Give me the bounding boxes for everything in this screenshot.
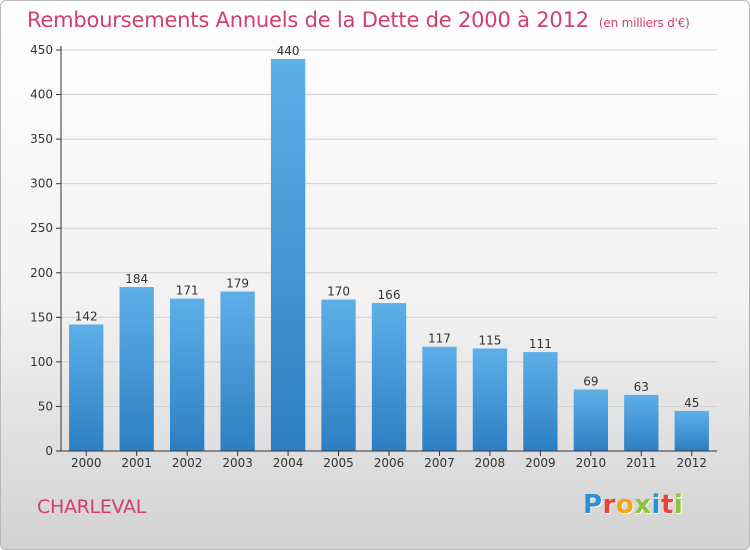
bar — [321, 299, 356, 451]
bar-value-label: 179 — [226, 276, 249, 290]
bar — [371, 303, 407, 451]
bar — [270, 58, 306, 452]
bar — [624, 394, 659, 451]
bars: 142 184 171 179 440 170 166 117 115 111 69 63 45 — [69, 44, 709, 452]
x-tick-label: 2001 — [121, 456, 152, 470]
x-tick-label: 2010 — [576, 456, 607, 470]
logo-letter: o — [615, 490, 635, 520]
logo-letter: i — [673, 490, 684, 520]
y-tick-label: 200 — [30, 266, 53, 280]
commune-name: CHARLEVAL — [37, 496, 147, 518]
bar — [169, 298, 205, 451]
axes: 0 50 100 150 200 250 300 350 400 450 2000 2001 2002 2… — [30, 43, 717, 470]
x-tick-label: 2009 — [525, 456, 556, 470]
bar — [220, 291, 255, 451]
bar-value-label: 170 — [327, 285, 350, 299]
y-tick-label: 50 — [38, 399, 53, 413]
y-tick-label: 300 — [30, 177, 53, 191]
bar-value-label: 171 — [176, 284, 199, 298]
y-tick-label: 350 — [30, 132, 53, 146]
x-tick-label: 2006 — [374, 456, 405, 470]
y-tick-label: 250 — [30, 221, 53, 235]
bar-value-label: 142 — [75, 309, 98, 323]
proxiti-logo[interactable]: Proxiti — [583, 490, 683, 520]
bar — [523, 352, 558, 451]
x-tick-label: 2004 — [273, 456, 304, 470]
bar-value-label: 440 — [277, 44, 300, 58]
x-tick-label: 2007 — [424, 456, 455, 470]
bar — [674, 410, 709, 451]
y-tick-label: 450 — [30, 43, 53, 57]
logo-letter: P — [583, 490, 603, 520]
x-tick-label: 2011 — [626, 456, 657, 470]
chart-title: Remboursements Annuels de la Dette de 20… — [27, 8, 690, 32]
bar — [69, 324, 104, 451]
bar-value-label: 166 — [378, 288, 401, 302]
bar — [119, 287, 154, 451]
x-tick-label: 2005 — [323, 456, 354, 470]
bar-value-label: 184 — [125, 272, 148, 286]
chart-title-text: Remboursements Annuels de la Dette de 20… — [27, 8, 589, 32]
y-tick-label: 150 — [30, 310, 53, 324]
bar-value-label: 69 — [583, 375, 598, 389]
logo-letter: r — [602, 490, 616, 520]
y-tick-label: 100 — [30, 355, 53, 369]
bar-value-label: 63 — [634, 380, 649, 394]
bar — [573, 389, 609, 451]
x-tick-label: 2000 — [71, 456, 102, 470]
x-tick-label: 2002 — [172, 456, 203, 470]
bar-value-label: 45 — [684, 396, 699, 410]
bar-value-label: 117 — [428, 332, 451, 346]
chart-subtitle: (en milliers d'€) — [598, 16, 690, 30]
y-tick-label: 0 — [45, 444, 53, 458]
logo-letter: t — [660, 490, 674, 520]
logo-letter: i — [651, 490, 661, 520]
x-tick-label: 2012 — [676, 456, 707, 470]
bar — [472, 348, 508, 451]
bar-value-label: 115 — [478, 334, 501, 348]
bar — [422, 346, 457, 451]
x-tick-label: 2003 — [222, 456, 253, 470]
logo-letter: x — [634, 490, 652, 520]
x-tick-label: 2008 — [475, 456, 506, 470]
y-tick-label: 400 — [30, 88, 53, 102]
bar-value-label: 111 — [529, 337, 552, 351]
